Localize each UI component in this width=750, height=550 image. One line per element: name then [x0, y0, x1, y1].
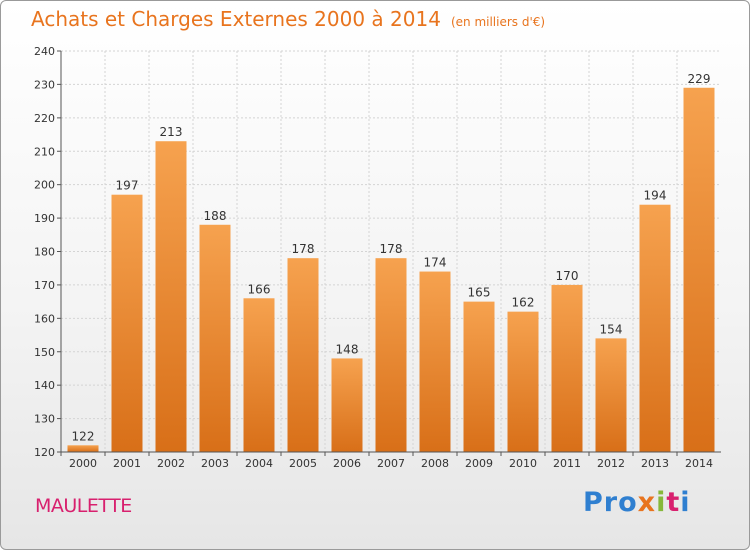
y-tick-label: 140	[34, 379, 55, 392]
y-tick-label: 240	[34, 45, 55, 58]
chart-title: Achats et Charges Externes 2000 à 2014 (e…	[31, 7, 545, 31]
y-tick-label: 190	[34, 212, 55, 225]
x-tick-label-2003: 2003	[201, 457, 229, 470]
value-label-2014: 229	[688, 72, 711, 86]
bar-2003	[199, 224, 231, 452]
value-label-2005: 178	[292, 242, 315, 256]
logo-part-5: i	[680, 487, 691, 518]
value-label-2009: 165	[468, 286, 491, 300]
x-tick-label-2008: 2008	[421, 457, 449, 470]
x-tick-label-2007: 2007	[377, 457, 405, 470]
bar-2012	[595, 338, 627, 452]
y-tick-label: 120	[34, 446, 55, 459]
value-label-2002: 213	[160, 125, 183, 139]
value-label-2012: 154	[600, 322, 623, 336]
bar-2007	[375, 258, 407, 452]
x-tick-label-2009: 2009	[465, 457, 493, 470]
place-name: MAULETTE	[35, 495, 132, 517]
value-label-2004: 166	[248, 282, 271, 296]
y-tick-label: 210	[34, 145, 55, 158]
x-tick-label-2006: 2006	[333, 457, 361, 470]
bar-2006	[331, 358, 363, 452]
logo-part-3: i	[656, 487, 667, 518]
bar-2010	[507, 311, 539, 452]
y-tick-label: 150	[34, 346, 55, 359]
bar-2013	[639, 204, 671, 452]
bar-2011	[551, 284, 583, 452]
y-tick-label: 170	[34, 279, 55, 292]
value-label-2001: 197	[116, 179, 139, 193]
axes: 120 130 140 150 160 170 180 190 200 210 220 230 240 2…	[34, 45, 721, 470]
logo-part-2: x	[637, 487, 657, 518]
bar-2001	[111, 194, 143, 453]
logo-part-1: Pro	[583, 487, 638, 518]
bar-2008	[419, 271, 451, 452]
y-tick-label: 130	[34, 413, 55, 426]
proxiti-logo: Proxiti	[583, 487, 691, 518]
bar-2002	[155, 141, 187, 452]
x-tick-label-2002: 2002	[157, 457, 185, 470]
value-label-2007: 178	[380, 242, 403, 256]
value-label-2013: 194	[644, 189, 667, 203]
x-tick-label-2000: 2000	[69, 457, 97, 470]
logo-part-4: t	[666, 487, 681, 518]
x-tick-label-2001: 2001	[113, 457, 141, 470]
bar-2000	[67, 445, 99, 452]
x-tick-label-2004: 2004	[245, 457, 273, 470]
value-label-2003: 188	[204, 209, 227, 223]
y-tick-label: 220	[34, 112, 55, 125]
value-label-2006: 148	[336, 342, 359, 356]
x-tick-label-2012: 2012	[597, 457, 625, 470]
chart-subtitle: (en milliers d'€)	[450, 15, 546, 29]
chart-title-text: Achats et Charges Externes 2000 à 2014	[31, 7, 441, 31]
y-tick-label: 230	[34, 78, 55, 91]
x-tick-label-2005: 2005	[289, 457, 317, 470]
bar-2009	[463, 301, 495, 452]
x-tick-label-2011: 2011	[553, 457, 581, 470]
x-tick-label-2013: 2013	[641, 457, 669, 470]
bar-2005	[287, 258, 319, 452]
value-label-2000: 122	[72, 429, 95, 443]
x-tick-label-2014: 2014	[685, 457, 713, 470]
y-tick-label: 180	[34, 246, 55, 259]
y-tick-label: 200	[34, 179, 55, 192]
value-label-2010: 162	[512, 296, 535, 310]
bar-2004	[243, 298, 275, 452]
bar-2014	[683, 87, 715, 452]
value-label-2011: 170	[556, 269, 579, 283]
bars: 122 197 213 188 166 178 148 178 174 165 162 170 154 1…	[67, 72, 715, 453]
x-tick-label-2010: 2010	[509, 457, 537, 470]
value-label-2008: 174	[424, 256, 447, 270]
y-tick-label: 160	[34, 312, 55, 325]
